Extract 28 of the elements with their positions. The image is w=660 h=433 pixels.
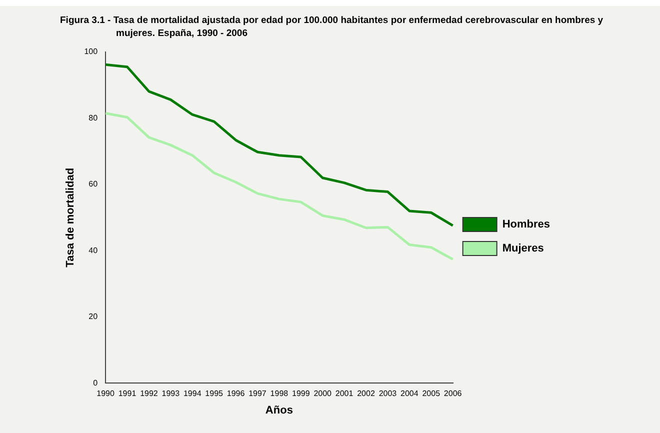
x-tick-label: 1996 <box>226 389 246 398</box>
x-tick-label: 2004 <box>400 389 419 398</box>
x-axis-title: Años <box>265 404 293 416</box>
x-tick-label: 2000 <box>314 389 332 398</box>
y-tick-label: 20 <box>88 312 98 322</box>
x-tick-label: 1995 <box>205 389 224 398</box>
x-tick-label: 2002 <box>357 389 376 398</box>
x-tick-label: 1997 <box>248 389 267 398</box>
x-tick-label: 1992 <box>140 389 158 398</box>
y-tick-label: 0 <box>93 378 98 388</box>
x-tick-label: 1993 <box>162 389 180 398</box>
x-tick-label: 1994 <box>183 389 202 398</box>
x-tick-label: 1991 <box>118 389 137 398</box>
x-tick-label: 1998 <box>270 389 289 398</box>
x-tick-label: 2005 <box>422 389 441 398</box>
chart-title: Figura 3.1 - Tasa de mortalidad ajustada por edad por 100.000 habitantes por enfermedad cerebrovascular en hombres y mujeres. España, 1990 - 2006 <box>60 14 604 40</box>
y-tick-label: 40 <box>88 246 98 255</box>
x-tick-label: 1990 <box>96 389 115 398</box>
y-tick-label: 80 <box>88 113 98 122</box>
y-tick-label: 60 <box>88 180 98 189</box>
legend-label: Mujeres <box>502 242 544 255</box>
x-tick-label: 2006 <box>444 389 462 398</box>
y-tick-label: 100 <box>84 47 98 56</box>
legend-label: Hombres <box>502 218 550 231</box>
x-tick-label: 2003 <box>378 389 398 398</box>
y-axis-title: Tasa de mortalidad <box>64 168 77 268</box>
x-tick-label: 1999 <box>292 389 310 398</box>
x-tick-label: 2001 <box>335 389 354 398</box>
